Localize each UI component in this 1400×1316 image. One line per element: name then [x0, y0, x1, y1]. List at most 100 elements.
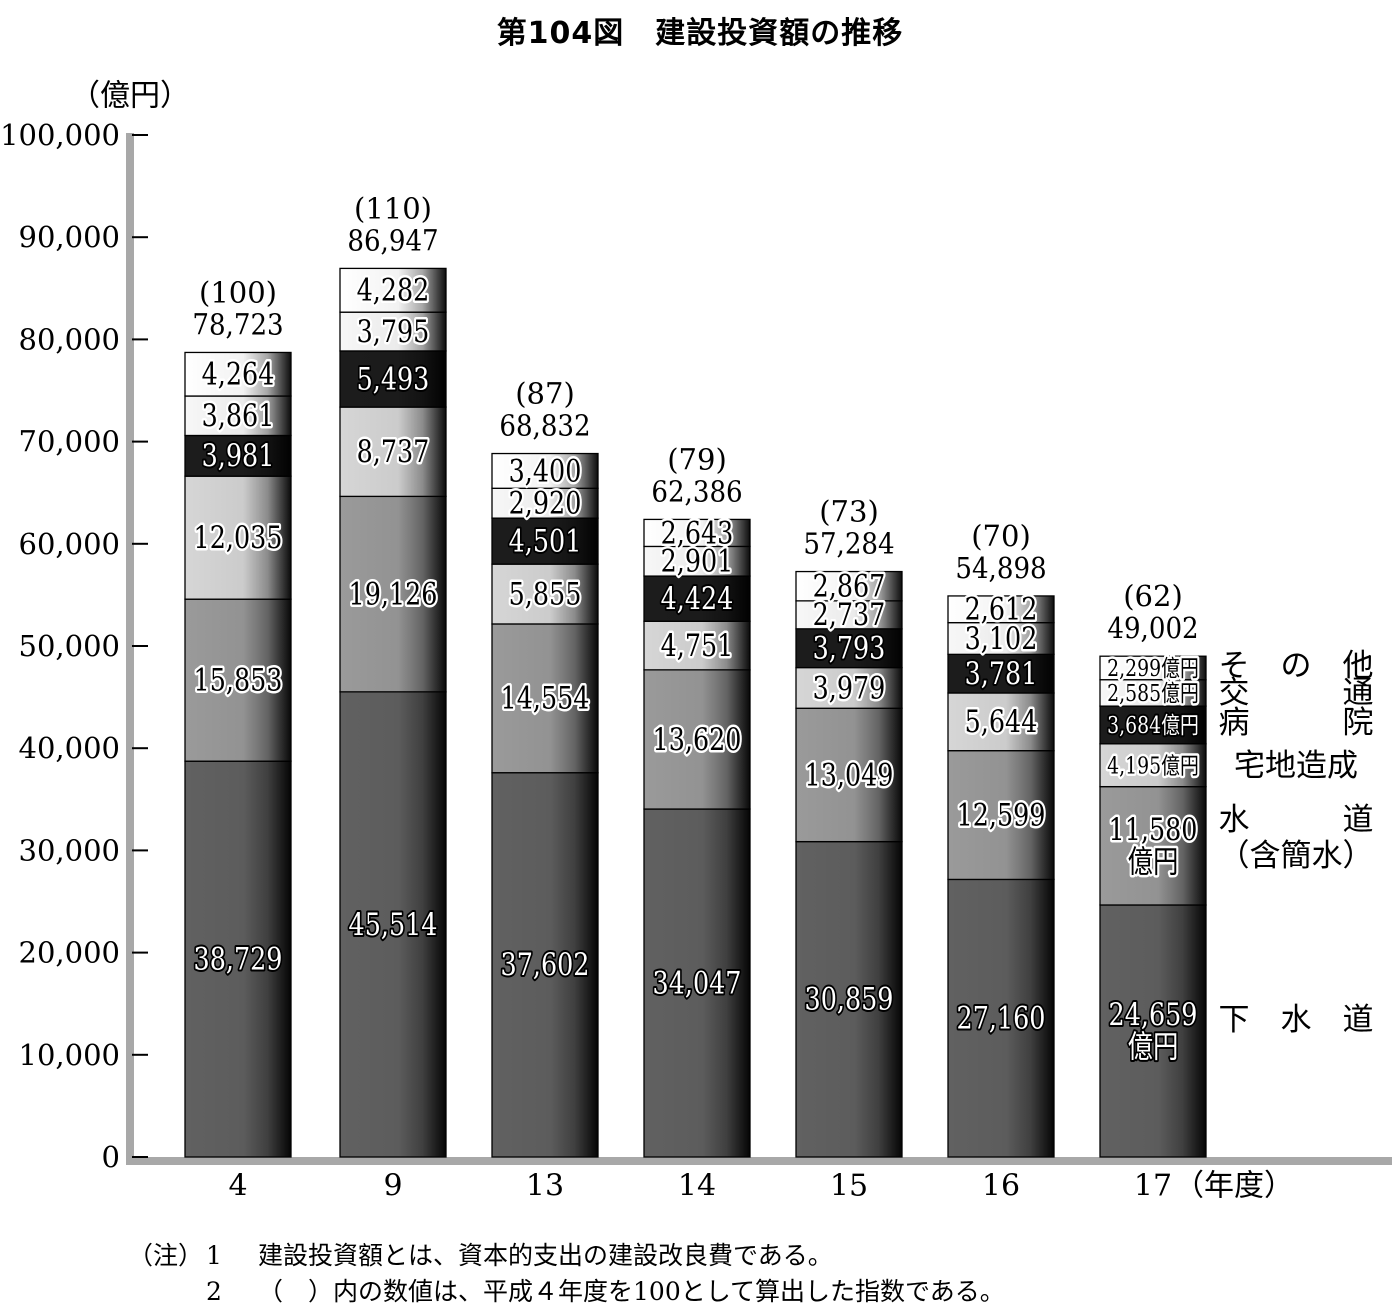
note-prefix: （注）	[128, 1241, 204, 1270]
bar-total-label: 68,832	[499, 408, 590, 443]
segment-label: 2,299億円	[1107, 654, 1199, 681]
bar-total-label: 62,386	[651, 474, 742, 509]
bar-segment-shade	[185, 435, 291, 477]
bar-segment-shade	[644, 576, 750, 622]
note-2: 2 （ ）内の数値は、平成４年度を100として算出した指数である。	[128, 1274, 1005, 1310]
bar-index-label: (62)	[1123, 579, 1183, 613]
segment-label: 3,861	[202, 398, 275, 434]
bar-segment-shade	[492, 518, 598, 565]
bar-segment-shade	[492, 623, 598, 773]
bar-segment-shade	[340, 691, 446, 1157]
bar-segment-shade	[948, 692, 1054, 751]
bar-total-label: 49,002	[1107, 611, 1198, 646]
segment-label: 2,585億円	[1107, 679, 1199, 706]
bar-segment-shade	[948, 595, 1054, 623]
x-tick-label: 13	[526, 1169, 564, 1204]
bar-segment-shade	[492, 772, 598, 1157]
series-label: （含簡水）	[1219, 838, 1374, 874]
segment-label: 2,612	[965, 591, 1038, 627]
bar-segment-shade	[644, 809, 750, 1157]
bar-segment-shade	[644, 519, 750, 547]
x-tick-label: 16	[982, 1169, 1020, 1204]
segment-label: 3,684億円	[1107, 711, 1199, 738]
series-label: 交 通	[1219, 675, 1374, 711]
series-label: 下 水 道	[1219, 1002, 1374, 1038]
y-tick-label: 40,000	[19, 731, 120, 765]
segment-label: 3,979	[813, 670, 886, 706]
y-tick-label: 20,000	[19, 936, 120, 970]
bar-segment-shade	[948, 750, 1054, 880]
segment-label: 13,049	[805, 757, 894, 793]
bar-segment-shade	[492, 564, 598, 624]
y-tick-label: 50,000	[19, 629, 120, 663]
bar-segment-shade	[948, 879, 1054, 1157]
segment-label: 34,047	[653, 965, 742, 1001]
segment-label: 12,599	[957, 797, 1046, 833]
segment-label: 2,737	[813, 597, 886, 633]
segment-label: 5,493	[357, 361, 430, 397]
segment-label: 14,554	[501, 680, 590, 716]
y-tick-label: 100,000	[0, 118, 120, 152]
series-label: 水 道	[1219, 802, 1374, 838]
segment-label: 13,620	[653, 721, 742, 757]
segment-label: 15,853	[194, 662, 283, 698]
bar-segment-shade	[1100, 656, 1206, 680]
bar-segment-shade	[340, 268, 446, 313]
bar-index-label: (73)	[819, 495, 879, 529]
segment-label: 5,644	[965, 704, 1038, 740]
bar-index-label: (79)	[667, 442, 727, 476]
segment-label: 4,264	[202, 356, 275, 392]
bar-segment-shade	[185, 476, 291, 600]
segment-label: 45,514	[349, 906, 438, 942]
bar-total-label: 54,898	[955, 551, 1046, 586]
y-tick-label: 80,000	[19, 322, 120, 356]
stacked-bar-chart: 0 10,000 20,000 30,000 40,000 50,000 60,000 70,…	[0, 79, 1392, 1204]
segment-label: 12,035	[194, 520, 283, 556]
segment-label: 5,855	[509, 576, 582, 612]
y-tick-label: 10,000	[19, 1038, 120, 1072]
y-tick-label: 30,000	[19, 833, 120, 867]
segment-label: 3,400	[509, 453, 582, 489]
segment-label: 2,920	[509, 485, 582, 521]
bar-segment-shade	[644, 546, 750, 577]
segment-label: 11,580	[1109, 811, 1198, 847]
x-axis-label: （年度）	[1174, 1169, 1294, 1204]
note-number: 1	[206, 1241, 222, 1270]
note-text: （ ）内の数値は、平成４年度を100として算出した指数である。	[258, 1277, 1005, 1306]
bar-segment-shade	[492, 488, 598, 519]
x-axis-line	[126, 1157, 1392, 1165]
bar-segment-shade	[1100, 786, 1206, 905]
segment-label: 19,126	[349, 576, 438, 612]
bar-segment-shade	[644, 669, 750, 810]
segment-label: 億円	[1128, 844, 1179, 880]
bar-index-label: (70)	[971, 519, 1031, 553]
bar-segment-shade	[340, 350, 446, 408]
bar-segment-shade	[185, 599, 291, 762]
segment-label: 8,737	[357, 434, 430, 470]
bar-segment-shade	[1100, 904, 1206, 1157]
notes: （注） 1 建設投資額とは、資本的支出の建設改良費である。 2 （ ）内の数値は、平成…	[128, 1238, 1005, 1310]
y-axis-label: （億円）	[70, 79, 190, 114]
segment-label: 2,643	[661, 515, 734, 551]
bar-segment-shade	[1100, 706, 1206, 744]
series-label: 宅地造成	[1234, 748, 1358, 784]
bar-segment-shade	[644, 621, 750, 670]
bar-index-label: (100)	[199, 275, 277, 309]
bar-segment-shade	[948, 654, 1054, 693]
bar-total-label: 78,723	[192, 307, 283, 342]
y-tick-label: 70,000	[19, 425, 120, 459]
bar-segment-shade	[492, 453, 598, 489]
bar-segment-shade	[1100, 743, 1206, 787]
bar-segment-shade	[796, 628, 902, 668]
y-tick-label: 90,000	[19, 220, 120, 254]
bar-segment-shade	[796, 600, 902, 629]
segment-label: 2,867	[813, 568, 886, 604]
segment-label: 4,424	[661, 581, 734, 617]
note-number: 2	[206, 1277, 222, 1306]
segment-label: 27,160	[957, 1000, 1046, 1036]
y-tick-label: 0	[102, 1140, 120, 1174]
bar-segment-shade	[185, 761, 291, 1157]
bar-segment-shade	[796, 667, 902, 709]
x-tick-label: 14	[678, 1169, 716, 1204]
series-label: そ の 他	[1219, 648, 1374, 684]
